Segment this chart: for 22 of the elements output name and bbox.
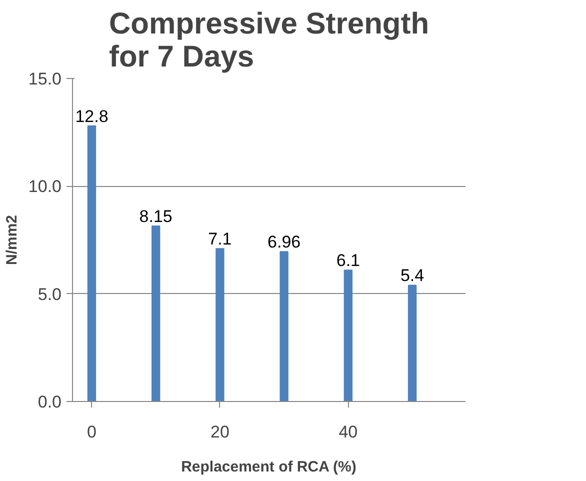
x-tick-label: 0 — [87, 422, 96, 442]
y-axis-title: N/mm2 — [3, 214, 20, 266]
x-tick-label: 20 — [210, 422, 230, 442]
chart-title: Compressive Strength for 7 Days — [108, 8, 430, 74]
data-label: 6.1 — [336, 251, 360, 270]
bar — [344, 270, 353, 402]
bar — [216, 248, 224, 402]
y-tick-label: 10.0 — [28, 177, 62, 196]
y-tick-label: 0.0 — [38, 392, 62, 412]
data-label: 6.96 — [268, 232, 301, 252]
data-label: 5.4 — [400, 266, 424, 286]
x-axis-title: Replacement of RCA (%) — [181, 458, 356, 476]
bar — [87, 125, 96, 402]
bar — [280, 251, 288, 402]
data-label: 12.8 — [75, 106, 108, 126]
data-label: 7.1 — [208, 230, 232, 249]
data-label: 8.15 — [139, 207, 172, 226]
bar — [408, 284, 417, 402]
y-tick-label: 5.0 — [38, 284, 62, 304]
y-tick-label: 15.0 — [28, 70, 62, 88]
x-tick-label: 40 — [338, 422, 358, 442]
bar — [152, 226, 160, 402]
